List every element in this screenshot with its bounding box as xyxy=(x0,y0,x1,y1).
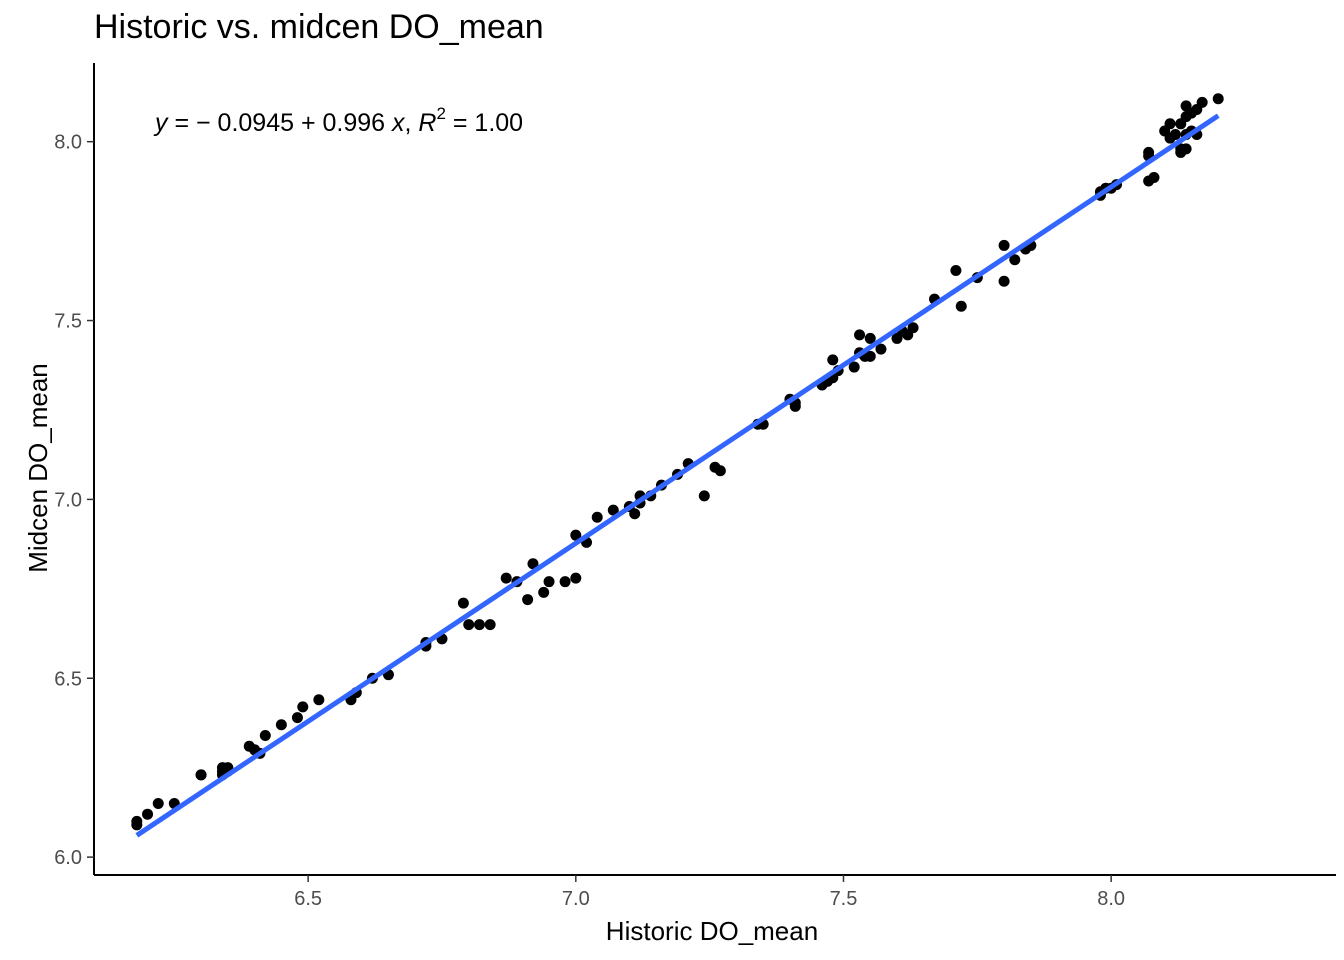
x-tick-label: 8.0 xyxy=(1097,888,1125,910)
data-point xyxy=(714,465,726,477)
eq-r-exp: 2 xyxy=(436,104,445,123)
y-tick-label: 8.0 xyxy=(54,132,82,154)
data-point xyxy=(297,701,309,713)
data-point xyxy=(1212,93,1224,105)
data-point xyxy=(864,350,876,362)
data-point xyxy=(875,343,887,355)
data-point xyxy=(570,529,582,541)
eq-r-val: = 1.00 xyxy=(446,109,523,137)
data-points xyxy=(131,93,1224,831)
data-point xyxy=(854,329,866,341)
data-point xyxy=(484,619,496,631)
data-point xyxy=(259,729,271,741)
data-point xyxy=(827,354,839,366)
data-point xyxy=(522,594,534,606)
regression-line xyxy=(135,113,1220,838)
data-point xyxy=(473,619,485,631)
data-point xyxy=(275,719,287,731)
data-point xyxy=(570,572,582,584)
chart-title: Historic vs. midcen DO_mean xyxy=(94,8,544,46)
data-point xyxy=(1148,171,1160,183)
data-point xyxy=(457,597,469,609)
data-point xyxy=(998,239,1010,251)
data-point xyxy=(848,361,860,373)
data-point xyxy=(538,586,550,598)
x-tick-label: 6.5 xyxy=(294,888,322,910)
y-tick-label: 7.5 xyxy=(54,311,82,333)
data-point xyxy=(195,769,207,781)
data-point xyxy=(152,797,164,809)
data-point xyxy=(1196,96,1208,108)
eq-y-var: y xyxy=(153,109,169,137)
data-point xyxy=(527,558,539,570)
data-point xyxy=(1009,254,1021,266)
eq-r-var: R xyxy=(418,109,436,137)
data-point xyxy=(543,576,555,588)
data-point xyxy=(559,576,571,588)
y-axis-title: Midcen DO_mean xyxy=(23,363,53,573)
data-point xyxy=(1169,129,1181,141)
data-point xyxy=(864,332,876,344)
y-tick-label: 6.0 xyxy=(54,847,82,869)
data-point xyxy=(950,264,962,276)
data-point xyxy=(907,322,919,334)
eq-x-var: x xyxy=(391,109,406,137)
ticks: 6.5 7.0 7.5 8.0 6.0 6.5 7.0 7.5 8.0 xyxy=(54,132,1125,910)
data-point xyxy=(698,490,710,502)
x-axis-title: Historic DO_mean xyxy=(606,916,818,946)
fit-line-group xyxy=(135,113,1220,838)
eq-sep: , xyxy=(405,109,419,137)
data-point xyxy=(607,504,619,516)
data-point xyxy=(629,508,641,520)
data-point xyxy=(291,712,303,724)
data-point xyxy=(1164,118,1176,130)
data-point xyxy=(500,572,512,584)
data-point xyxy=(463,619,475,631)
data-point xyxy=(591,511,603,523)
data-point xyxy=(1180,143,1192,155)
data-point xyxy=(789,400,801,412)
eq-middle: = − 0.0945 + 0.996 xyxy=(168,109,393,137)
y-tick-label: 7.0 xyxy=(54,489,82,511)
x-tick-label: 7.0 xyxy=(562,888,590,910)
data-point xyxy=(142,808,154,820)
regression-equation: y = − 0.0945 + 0.996 x, R2 = 1.00 xyxy=(153,104,523,137)
data-point xyxy=(1143,146,1155,158)
data-point xyxy=(955,300,967,312)
data-point xyxy=(131,815,143,827)
axes xyxy=(93,63,1336,876)
data-point xyxy=(313,694,325,706)
data-point xyxy=(998,275,1010,287)
x-tick-label: 7.5 xyxy=(830,888,858,910)
y-tick-label: 6.5 xyxy=(54,668,82,690)
